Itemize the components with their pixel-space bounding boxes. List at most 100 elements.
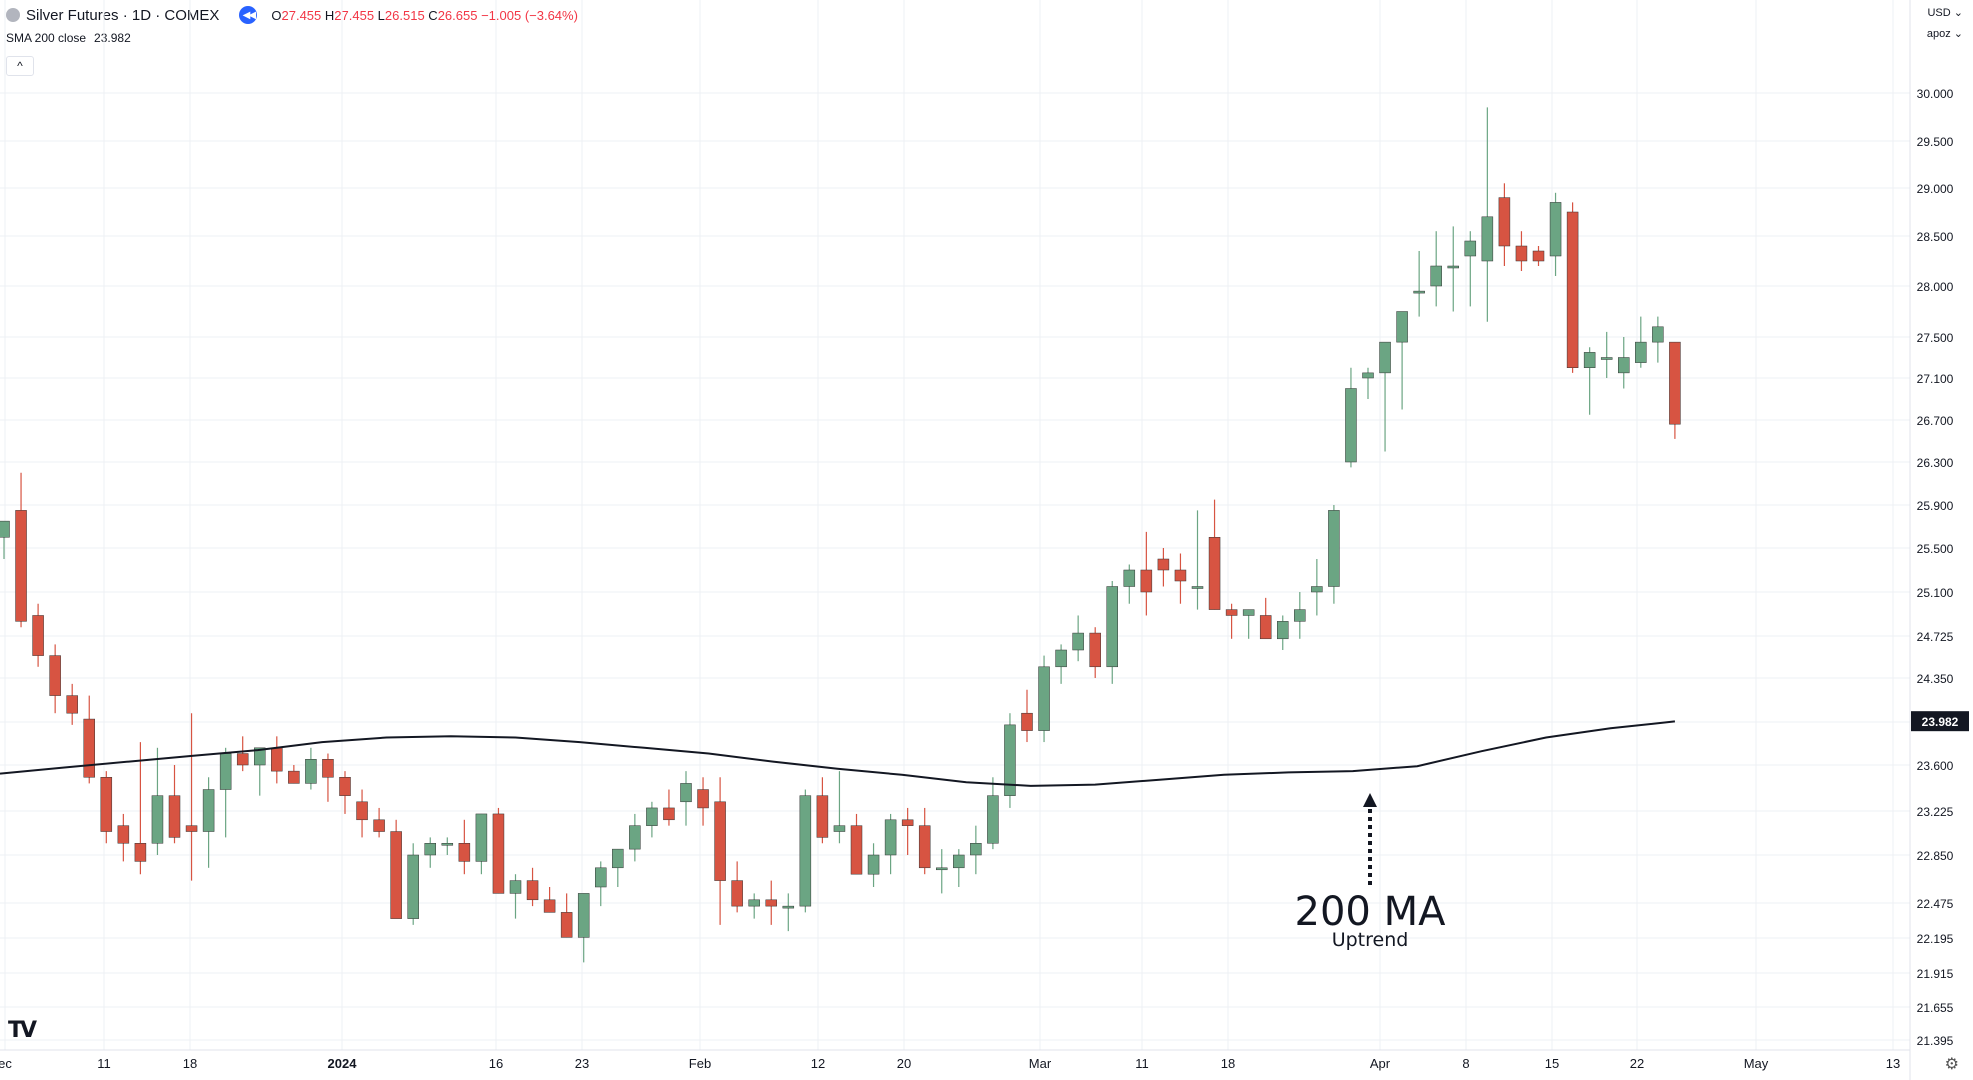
- candle: [66, 683, 78, 725]
- candle-body: [15, 510, 27, 622]
- candle-body: [782, 905, 795, 909]
- candle-body: [202, 789, 215, 832]
- price-tick-label: 26.700: [1917, 414, 1954, 428]
- candle-body: [1242, 609, 1255, 616]
- candle: [49, 644, 61, 714]
- candle: [475, 813, 488, 875]
- candle: [305, 747, 317, 790]
- time-tick-label: 11: [97, 1056, 111, 1071]
- sma-price-label-box: [1911, 711, 1969, 732]
- sma-200-line: [0, 720, 1676, 787]
- candle: [492, 807, 505, 894]
- candle-body: [1328, 510, 1340, 587]
- candle: [1277, 615, 1289, 650]
- candle-body: [833, 825, 846, 832]
- candle: [697, 777, 709, 826]
- candle: [1498, 183, 1511, 266]
- scale-mode-label: apoz: [1926, 28, 1951, 40]
- candle-body: [322, 759, 334, 778]
- candle-body: [1583, 352, 1596, 368]
- candle-body: [1652, 326, 1664, 343]
- candle: [1208, 499, 1221, 610]
- annotation: 200 MA Uptrend: [1295, 793, 1446, 951]
- candle: [407, 843, 419, 925]
- candle-body: [1549, 202, 1562, 257]
- candle-body: [151, 795, 164, 844]
- candle-body: [867, 854, 880, 875]
- time-tick-label: 8: [1462, 1056, 1469, 1071]
- candle: [1635, 316, 1647, 368]
- candle-body: [714, 801, 726, 881]
- indicator-name: SMA 200 close: [6, 31, 87, 45]
- candle-body: [1277, 621, 1289, 640]
- candle-body: [390, 831, 402, 919]
- candle-body: [663, 807, 675, 821]
- candle: [1089, 627, 1101, 678]
- candle-body: [1379, 341, 1391, 374]
- grid: [0, 0, 1910, 1050]
- tradingview-logo[interactable]: TV: [8, 1018, 37, 1043]
- candle-body: [32, 615, 44, 656]
- price-tick-label: 21.655: [1917, 1001, 1954, 1015]
- candle: [526, 867, 539, 907]
- candle-body: [236, 753, 249, 766]
- candle-body: [646, 807, 658, 826]
- candle: [1464, 231, 1477, 307]
- candle: [441, 837, 454, 855]
- candle: [1021, 689, 1033, 743]
- scale-mode-dropdown[interactable]: apoz ⌄: [1926, 28, 1963, 40]
- candle: [254, 747, 266, 796]
- indicator-value: 23.982: [94, 31, 131, 45]
- candle-body: [816, 795, 829, 838]
- time-tick-label: 13: [1886, 1056, 1900, 1071]
- candle: [83, 695, 95, 784]
- candle-body: [219, 753, 232, 790]
- symbol-title[interactable]: Silver Futures · 1D · COMEX: [26, 6, 220, 24]
- settings-gear-icon[interactable]: ⚙: [1944, 1056, 1959, 1073]
- candle-body: [475, 813, 488, 862]
- price-tick-label: 25.900: [1917, 499, 1954, 513]
- candle-body: [356, 801, 368, 821]
- candle-body: [117, 825, 130, 844]
- collapse-legend-button[interactable]: ^: [6, 56, 34, 76]
- time-tick-label: 18: [183, 1056, 197, 1071]
- candle-body: [373, 819, 385, 832]
- candle-body: [134, 843, 147, 862]
- price-tick-label: 29.500: [1917, 135, 1954, 149]
- candle-body: [1481, 216, 1494, 262]
- price-tick-label: 21.395: [1917, 1034, 1954, 1048]
- candle: [1106, 581, 1118, 684]
- candle: [884, 813, 897, 875]
- candle: [32, 603, 44, 667]
- replay-icon[interactable]: ◀◀: [239, 6, 258, 24]
- price-tick-label: 24.350: [1917, 672, 1954, 686]
- price-tick-label: 27.500: [1917, 331, 1954, 345]
- candle: [1157, 548, 1170, 587]
- currency-dropdown[interactable]: USD ⌄: [1927, 7, 1963, 19]
- candle-body: [83, 718, 95, 778]
- candle: [1652, 316, 1664, 363]
- price-tick-label: 28.500: [1917, 230, 1954, 244]
- candle: [288, 765, 300, 784]
- candle: [1396, 311, 1408, 410]
- candle: [185, 713, 198, 881]
- candle-body: [509, 880, 522, 894]
- candle: [1123, 564, 1136, 604]
- candle-body: [49, 655, 61, 696]
- open-value: 27.455: [281, 7, 322, 23]
- candle-body: [1413, 290, 1425, 294]
- indicator-legend[interactable]: SMA 200 close 23.982: [6, 31, 131, 45]
- candle-body: [288, 770, 300, 784]
- candle-body: [0, 520, 10, 538]
- candle-body: [970, 843, 982, 856]
- candle: [850, 813, 863, 875]
- candle-body: [526, 880, 539, 901]
- candle-body: [629, 825, 641, 850]
- candle: [134, 742, 147, 875]
- candle-body: [441, 843, 454, 846]
- candle-body: [66, 695, 78, 714]
- candle: [117, 813, 130, 862]
- candle: [1362, 367, 1374, 399]
- candle: [390, 819, 402, 919]
